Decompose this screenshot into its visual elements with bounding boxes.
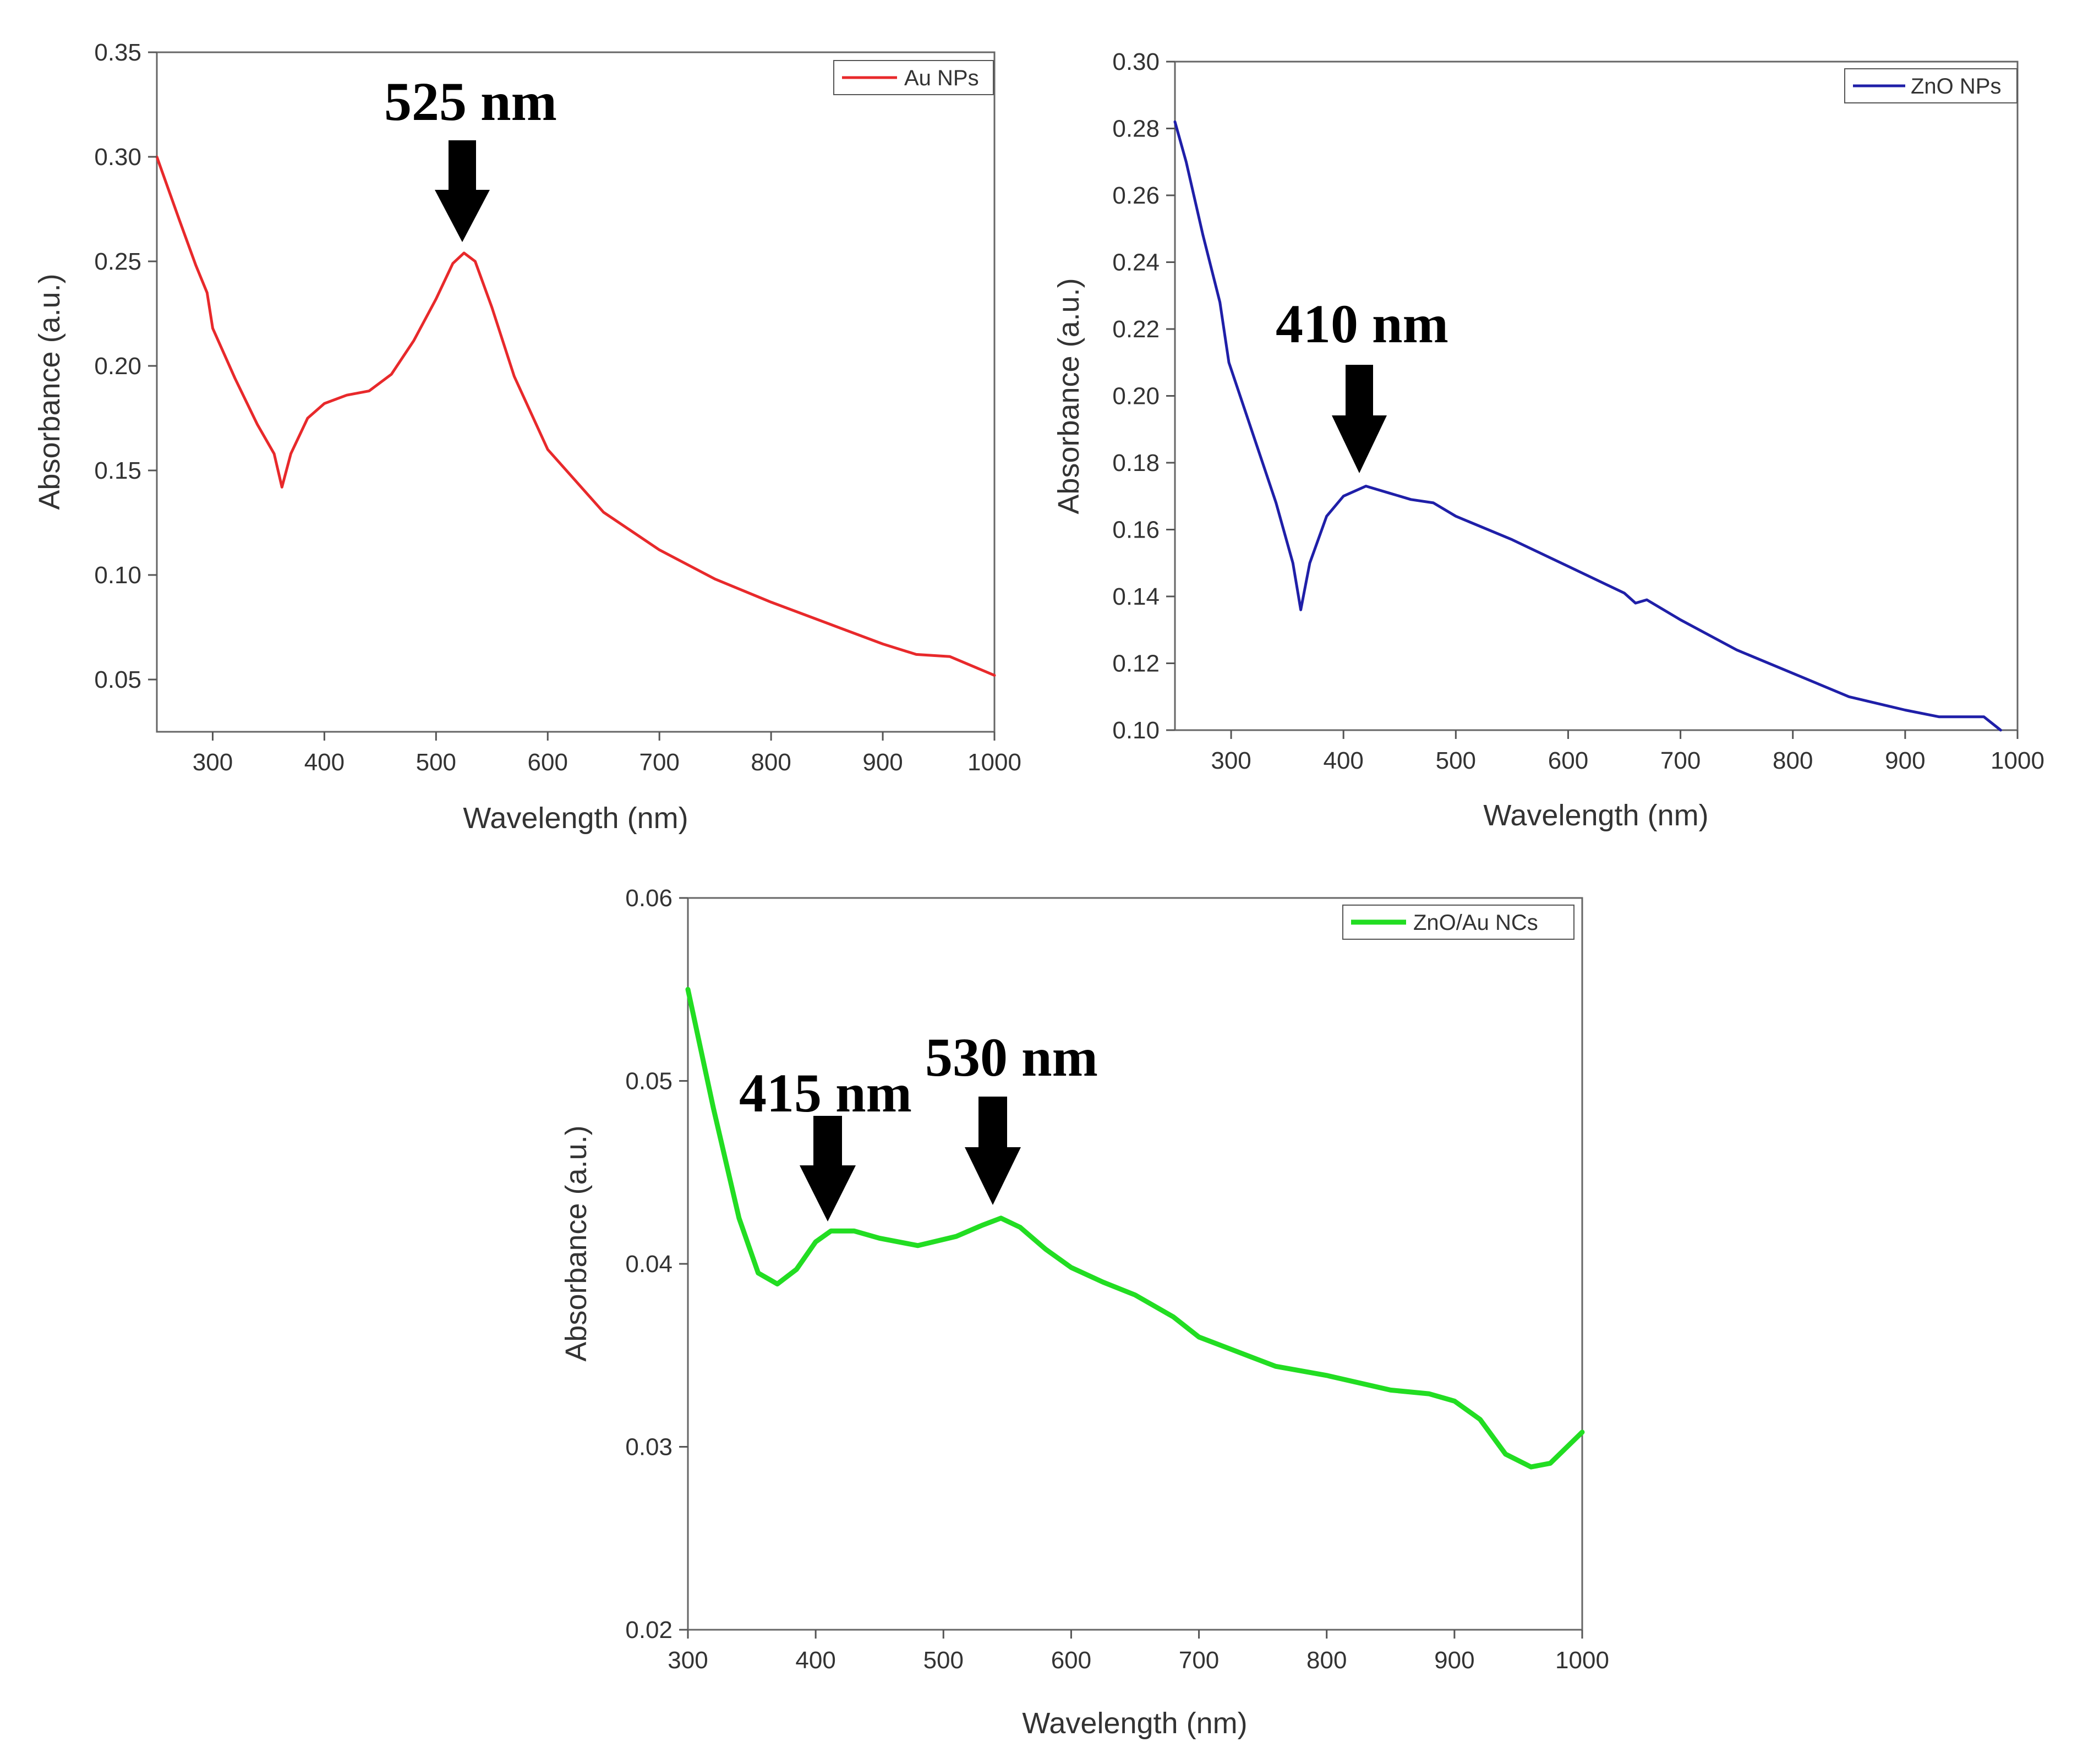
legend-label: ZnO NPs: [1911, 74, 2001, 98]
x-tick-label: 1000: [1555, 1647, 1609, 1674]
y-tick-label: 0.06: [625, 885, 673, 912]
y-tick-label: 0.10: [1112, 717, 1160, 744]
x-tick-label: 400: [1323, 747, 1363, 774]
y-tick-label: 0.28: [1112, 116, 1160, 143]
x-tick-label: 800: [1773, 747, 1813, 774]
annotation-arrow: [965, 1097, 1021, 1205]
y-tick-label: 0.03: [625, 1434, 673, 1461]
legend: ZnO/Au NCs: [1342, 905, 1574, 940]
annotation-label: 415 nm: [739, 1062, 912, 1124]
x-tick-label: 700: [1660, 747, 1701, 774]
y-tick-label: 0.26: [1112, 182, 1160, 209]
y-tick-label: 0.15: [94, 457, 141, 484]
y-tick-label: 0.30: [94, 144, 141, 171]
x-tick-label: 300: [1211, 747, 1251, 774]
x-tick-label: 400: [795, 1647, 835, 1674]
y-tick-label: 0.05: [94, 666, 141, 693]
legend: ZnO NPs: [1844, 68, 2018, 103]
y-tick-label: 0.22: [1112, 316, 1160, 343]
series-line: [155, 155, 996, 677]
x-tick-label: 600: [1051, 1647, 1091, 1674]
x-tick-label: 900: [862, 749, 903, 776]
x-tick-label: 900: [1885, 747, 1925, 774]
x-tick-label: 300: [193, 749, 233, 776]
x-tick-label: 1000: [967, 749, 1021, 776]
annotation: 530 nm: [925, 1027, 1098, 1205]
y-tick-label: 0.04: [625, 1251, 673, 1278]
y-axis-title: Absorbance (a.u.): [33, 273, 66, 510]
y-tick-label: 0.05: [625, 1068, 673, 1095]
series-line: [1173, 120, 2002, 732]
x-axis-title: Wavelength (nm): [463, 802, 688, 835]
x-tick-label: 800: [1306, 1647, 1347, 1674]
x-tick-label: 500: [1436, 747, 1476, 774]
annotation: 525 nm: [384, 71, 557, 242]
x-tick-label: 800: [751, 749, 791, 776]
x-axis-title: Wavelength (nm): [1022, 1707, 1247, 1740]
x-tick-label: 700: [1179, 1647, 1219, 1674]
annotation-arrow: [800, 1116, 856, 1221]
x-tick-label: 600: [1548, 747, 1588, 774]
chart-zno-nps: 300 400 500 600 700 800 900 1000 0.10 0.12 0.14 0.1…: [1052, 48, 2044, 832]
x-tick-label: 300: [668, 1647, 708, 1674]
annotation-label: 525 nm: [384, 71, 557, 132]
annotation-label: 410 nm: [1276, 293, 1448, 354]
y-tick-label: 0.10: [94, 562, 141, 589]
legend-label: ZnO/Au NCs: [1413, 911, 1538, 935]
y-tick-label: 0.20: [1112, 383, 1160, 410]
annotation-arrow: [1332, 365, 1387, 473]
y-tick-label: 0.25: [94, 248, 141, 275]
y-axis-title: Absorbance (a.u.): [1052, 278, 1085, 514]
y-tick-label: 0.24: [1112, 249, 1160, 276]
x-tick-label: 400: [304, 749, 345, 776]
annotation: 410 nm: [1276, 293, 1448, 473]
y-tick-label: 0.02: [625, 1617, 673, 1644]
x-tick-label: 700: [639, 749, 679, 776]
y-axis-title: Absorbance (a.u.): [560, 1125, 593, 1361]
y-tick-label: 0.35: [94, 39, 141, 66]
x-tick-label: 900: [1434, 1647, 1474, 1674]
x-axis-title: Wavelength (nm): [1483, 799, 1708, 832]
y-tick-label: 0.14: [1112, 583, 1160, 610]
chart-zno-au-ncs: 300 400 500 600 700 800 900 1000 0.02 0.03 0.04 0.0…: [560, 885, 1609, 1740]
x-tick-label: 500: [923, 1647, 964, 1674]
x-tick-label: 500: [416, 749, 456, 776]
x-tick-label: 1000: [1991, 747, 2044, 774]
series-line: [685, 987, 1585, 1470]
annotation-arrow: [435, 140, 490, 242]
chart-au-nps: 300 400 500 600 700 800 900 1000 0.05 0.10 0.15 0.2…: [33, 39, 1021, 835]
y-tick-label: 0.12: [1112, 650, 1160, 677]
y-tick-label: 0.18: [1112, 450, 1160, 476]
y-tick-label: 0.30: [1112, 48, 1160, 75]
y-tick-label: 0.20: [94, 353, 141, 380]
x-tick-label: 600: [528, 749, 568, 776]
annotation: 415 nm: [739, 1062, 912, 1221]
y-tick-label: 0.16: [1112, 517, 1160, 544]
annotation-label: 530 nm: [925, 1027, 1098, 1088]
legend-label: Au NPs: [904, 66, 979, 90]
legend: Au NPs: [833, 60, 994, 95]
plot-frame: [156, 51, 996, 733]
